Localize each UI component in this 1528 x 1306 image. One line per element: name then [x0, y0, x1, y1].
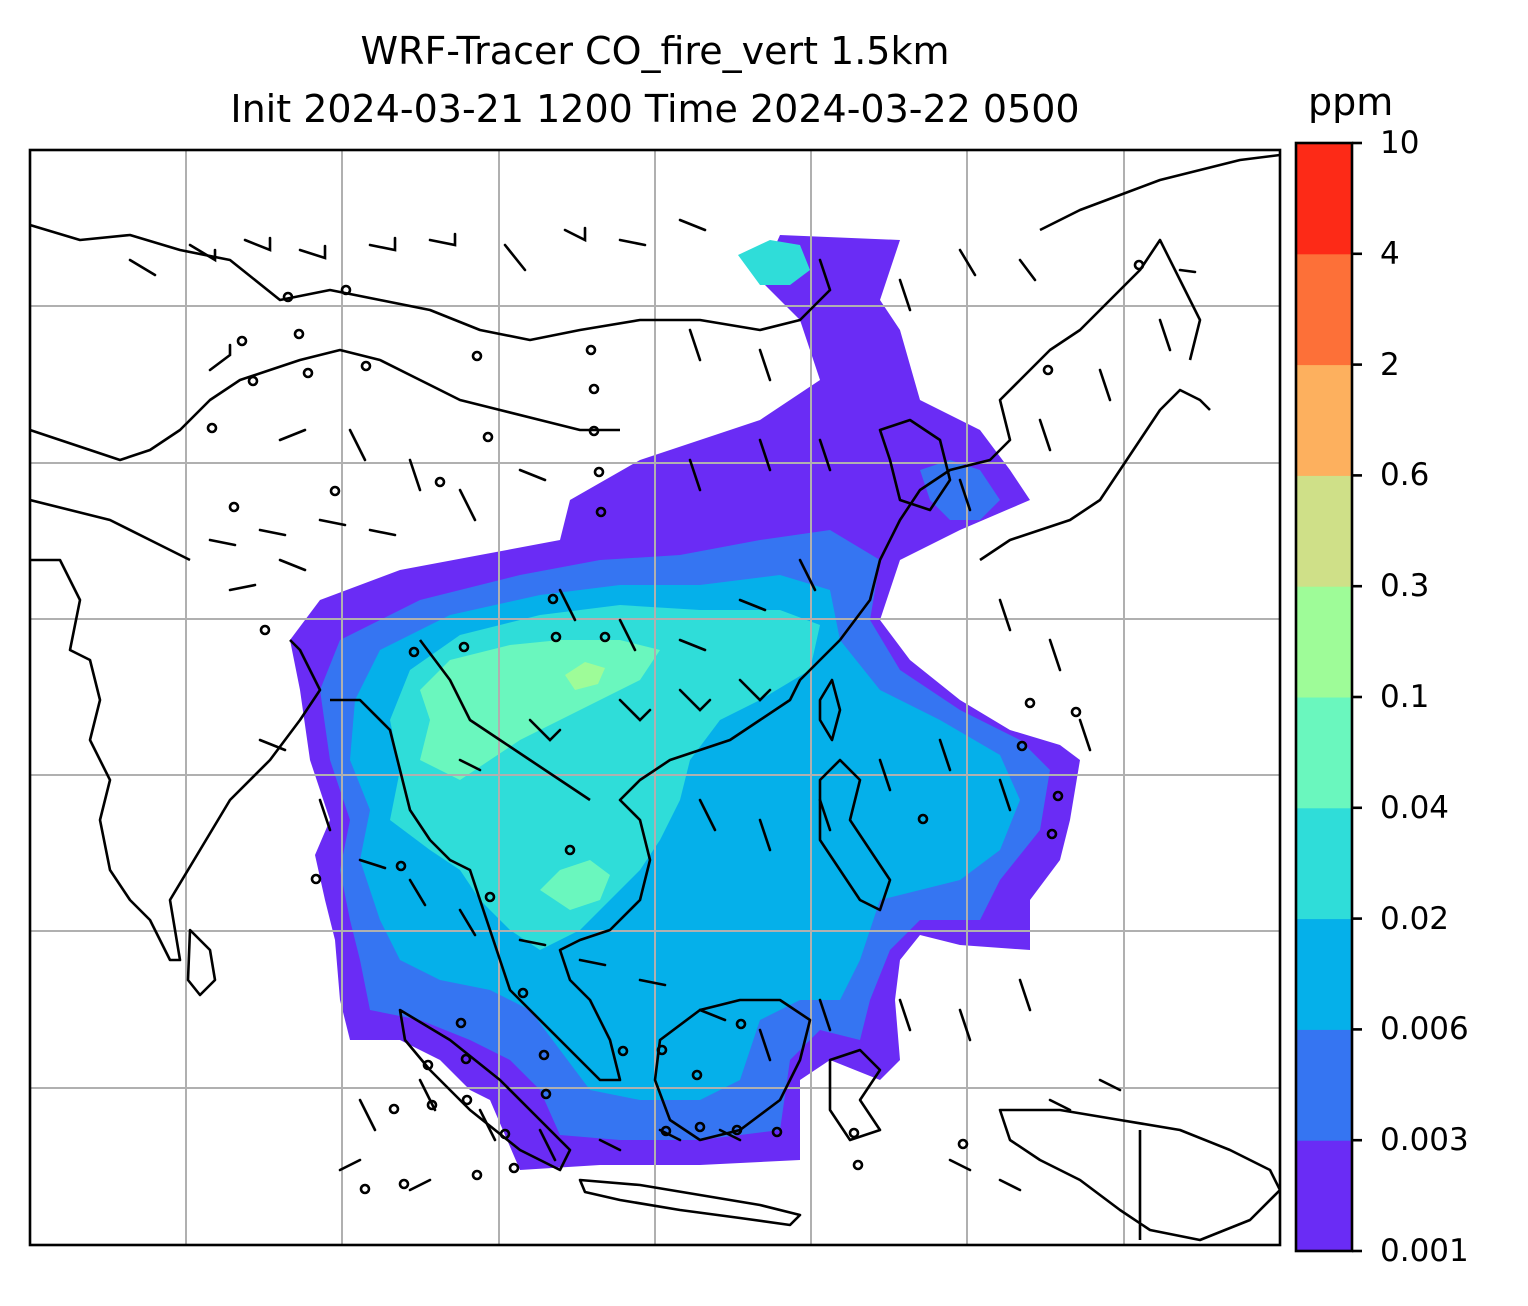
- colorbar-tick-label: 2: [1380, 346, 1400, 383]
- colorbar-tick-label: 0.6: [1380, 457, 1430, 494]
- borneo-coastline: [653, 998, 812, 1142]
- indochina-coastline: [330, 639, 841, 1082]
- colorbar-tick-label: 0.003: [1380, 1122, 1469, 1159]
- colorbar-tick-label: 10: [1380, 125, 1420, 161]
- india-coastline: [30, 558, 322, 962]
- colorbar-segment: [1296, 253, 1352, 366]
- colorbar-segment: [1296, 1029, 1352, 1141]
- colorbar-tick-label: 0.1: [1380, 679, 1430, 715]
- colorbar-tick-label: 0.02: [1380, 900, 1450, 937]
- china-coastline: [838, 238, 1202, 641]
- northeast-coastline: [1039, 153, 1280, 232]
- west-borders: [30, 348, 620, 462]
- map-subtitle: Init 2024-03-21 1200 Time 2024-03-22 050…: [230, 87, 1080, 131]
- colorbar-segment: [1296, 586, 1352, 698]
- gridlines: [30, 150, 1280, 1245]
- coastlines: [30, 153, 1280, 1242]
- border-1: [30, 498, 191, 562]
- new-guinea-coastline: [998, 1108, 1280, 1242]
- colorbar-segment: [1296, 364, 1352, 476]
- calm-wind-markers: [206, 259, 1145, 1195]
- sumatra-coastline: [398, 1008, 572, 1172]
- colorbar-tick-label: 0.04: [1380, 789, 1450, 826]
- japan-coastline: [979, 388, 1211, 562]
- northern-coastline: [30, 223, 831, 342]
- map-frame: [28, 148, 1282, 1247]
- border-2: [418, 639, 591, 802]
- colorbar-segment: [1296, 807, 1352, 920]
- taiwan-coastline: [818, 678, 842, 742]
- sri-lanka-coastline: [186, 928, 217, 997]
- colorbar-segment: [1296, 475, 1352, 587]
- sulawesi-coastline: [828, 1048, 882, 1142]
- colorbar: [1294, 141, 1362, 1253]
- colorbar-tick-label: 4: [1380, 235, 1400, 272]
- co-fire-tracer-fill: [290, 235, 1080, 1170]
- java-coastline: [578, 1178, 802, 1227]
- colorbar-tick-label: 0.006: [1380, 1011, 1469, 1048]
- wind-barbs: [128, 218, 1197, 1192]
- map-title: WRF-Tracer CO_fire_vert 1.5km: [360, 29, 950, 73]
- colorbar-tick-label: 0.3: [1380, 568, 1430, 605]
- colorbar-segment: [1296, 918, 1352, 1030]
- korea-coastline: [878, 418, 952, 512]
- colorbar-segment: [1296, 697, 1352, 809]
- colorbar-unit-label: ppm: [1308, 80, 1394, 124]
- colorbar-tick-label: 0.001: [1380, 1233, 1469, 1269]
- colorbar-segment: [1296, 143, 1352, 255]
- colorbar-segment: [1296, 1140, 1352, 1252]
- philippines-coastline: [818, 758, 892, 912]
